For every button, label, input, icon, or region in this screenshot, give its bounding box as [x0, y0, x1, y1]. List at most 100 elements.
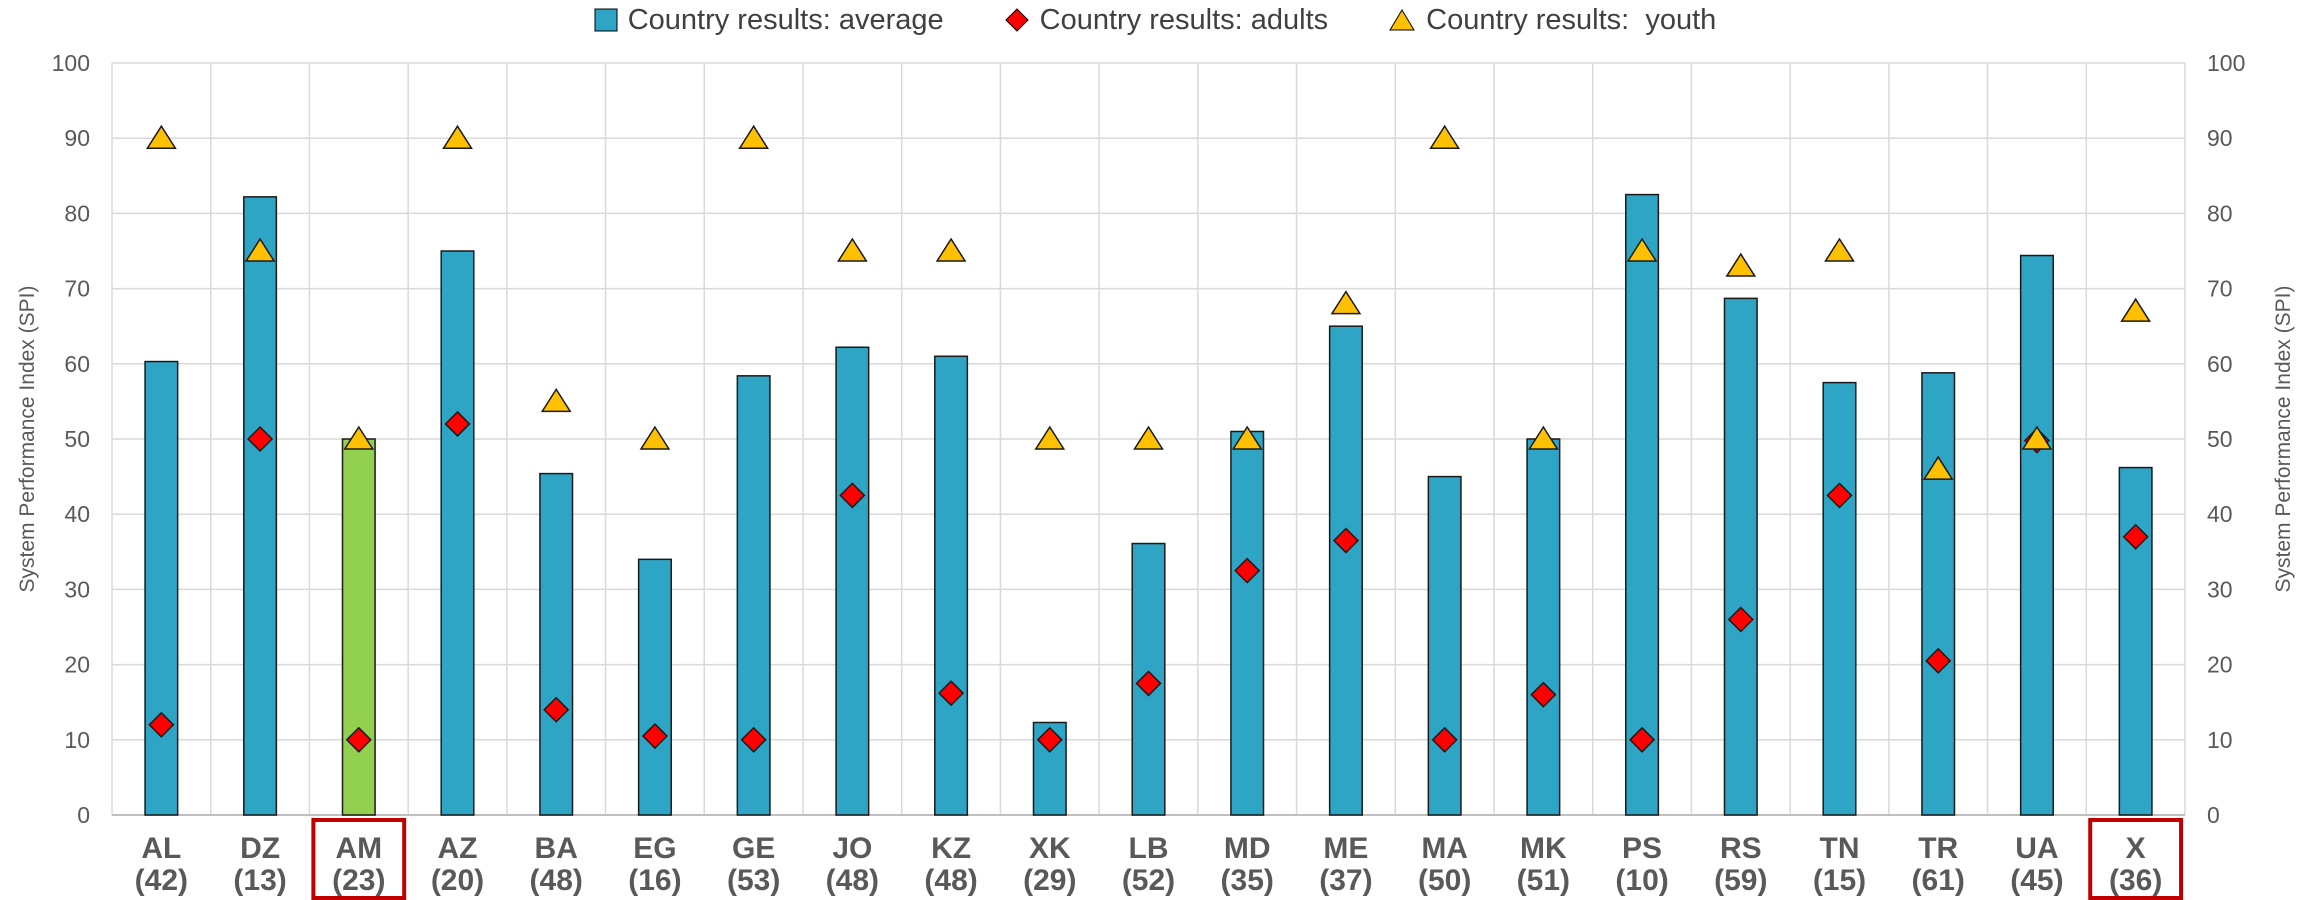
y-tick-label-right: 20	[2207, 652, 2233, 678]
bar-average	[341, 438, 376, 816]
marker-adults	[543, 696, 570, 723]
marker-adults	[148, 711, 175, 738]
bar-average	[934, 355, 969, 816]
marker-adults	[1135, 670, 1162, 697]
y-tick-label-right: 60	[2207, 351, 2233, 377]
marker-youth	[145, 124, 177, 149]
y-tick-label-right: 50	[2207, 426, 2233, 452]
bar-average	[440, 250, 475, 816]
y-tick-label-right: 0	[2207, 802, 2220, 828]
x-tick-label-count: (52)	[1122, 864, 1175, 897]
bar-average	[539, 472, 574, 816]
legend-label-adults: Country results: adults	[1039, 3, 1329, 36]
y-tick-label-left: 70	[64, 276, 90, 302]
marker-adults	[444, 410, 471, 438]
x-tick-label-count: (15)	[1813, 864, 1866, 897]
marker-adults	[839, 482, 866, 509]
marker-adults	[1826, 482, 1853, 509]
x-tick-label-country: MK	[1520, 832, 1567, 865]
marker-adults	[345, 726, 372, 753]
y-tick-label-left: 10	[64, 727, 90, 753]
marker-youth	[244, 237, 276, 262]
x-tick-label-count: (59)	[1714, 864, 1767, 897]
y-tick-label-left: 90	[64, 125, 90, 151]
x-tick-label-country: EG	[633, 832, 676, 865]
x-tick-label-country: DZ	[240, 832, 280, 865]
marker-adults	[2122, 523, 2149, 550]
x-tick-label-country: UA	[2015, 832, 2058, 865]
legend-item-youth: Country results: youth	[1388, 4, 1716, 37]
bar-average	[637, 558, 672, 816]
marker-youth	[639, 425, 671, 450]
y-tick-label-right: 30	[2207, 576, 2233, 602]
x-tick-label-count: (51)	[1517, 864, 1570, 897]
marker-youth	[836, 237, 868, 262]
x-tick-label-country: AZ	[438, 832, 478, 865]
legend-label-average: Country results: average	[627, 3, 944, 36]
marker-adults	[740, 726, 767, 753]
x-tick-label-count: (42)	[135, 864, 188, 897]
x-tick-label-count: (36)	[2109, 864, 2162, 897]
marker-youth	[1824, 237, 1855, 262]
marker-youth	[2120, 297, 2152, 322]
x-tick-label-country: TR	[1918, 832, 1958, 865]
marker-adults	[641, 722, 668, 750]
y-tick-label-left: 50	[64, 426, 90, 452]
marker-adults	[938, 680, 965, 707]
bar-average	[1328, 325, 1363, 816]
x-tick-label-country: ME	[1323, 832, 1368, 865]
x-tick-label-country: PS	[1622, 832, 1662, 865]
marker-youth	[442, 124, 473, 149]
marker-youth	[935, 237, 967, 262]
bar-average	[1625, 193, 1660, 816]
marker-youth	[1330, 290, 1362, 315]
x-tick-label-country: RS	[1720, 832, 1762, 865]
marker-adults	[1332, 527, 1359, 554]
x-tick-label-count: (20)	[431, 864, 484, 897]
bar-average	[144, 360, 179, 816]
x-tick-label-country: GE	[732, 832, 775, 865]
legend-item-adults: Country results: adults	[1004, 3, 1329, 37]
x-tick-label-count: (48)	[924, 864, 977, 897]
bar-average	[1427, 475, 1462, 816]
bar-average	[1526, 438, 1561, 816]
x-tick-label-country: LB	[1129, 832, 1169, 865]
marker-youth	[2021, 425, 2053, 450]
y-tick-label-left: 0	[77, 802, 90, 828]
x-tick-label-count: (23)	[332, 864, 385, 897]
bar-average	[2118, 466, 2153, 816]
marker-adults	[1727, 606, 1754, 633]
y-tick-label-right: 90	[2207, 125, 2233, 151]
x-tick-label-count: (48)	[826, 864, 879, 897]
x-tick-label-count: (45)	[2010, 864, 2063, 897]
x-tick-label-country: AM	[335, 832, 382, 865]
bar-average	[243, 196, 278, 816]
marker-adults	[1431, 726, 1458, 753]
y-tick-label-left: 100	[52, 50, 90, 76]
x-tick-label-count: (13)	[233, 864, 286, 897]
bar-average	[1230, 430, 1265, 816]
y-axis-title-left: System Performance Index (SPI)	[16, 286, 39, 593]
x-tick-label-country: AL	[141, 832, 181, 865]
y-tick-label-left: 80	[64, 200, 90, 226]
x-tick-label-count: (48)	[530, 864, 583, 897]
marker-youth	[1527, 425, 1559, 450]
x-tick-label-country: KZ	[931, 832, 971, 865]
y-tick-label-right: 40	[2207, 501, 2233, 527]
x-tick-label-count: (16)	[628, 864, 681, 897]
x-tick-label-country: JO	[832, 832, 872, 865]
legend-diamond-swatch	[1004, 8, 1029, 32]
x-tick-label-country: XK	[1029, 832, 1071, 865]
y-tick-label-left: 60	[64, 351, 90, 377]
legend-label-youth: Country results: youth	[1426, 3, 1717, 36]
x-tick-label-country: MA	[1421, 832, 1468, 865]
x-tick-label-count: (37)	[1319, 864, 1372, 897]
marker-youth	[1133, 425, 1164, 450]
x-tick-label-count: (50)	[1418, 864, 1471, 897]
marker-adults	[1530, 681, 1557, 708]
marker-adults	[247, 425, 274, 453]
marker-youth	[1231, 425, 1263, 450]
marker-youth	[343, 425, 375, 450]
legend-item-average: Country results: average	[594, 4, 944, 37]
y-tick-label-left: 40	[64, 501, 90, 527]
